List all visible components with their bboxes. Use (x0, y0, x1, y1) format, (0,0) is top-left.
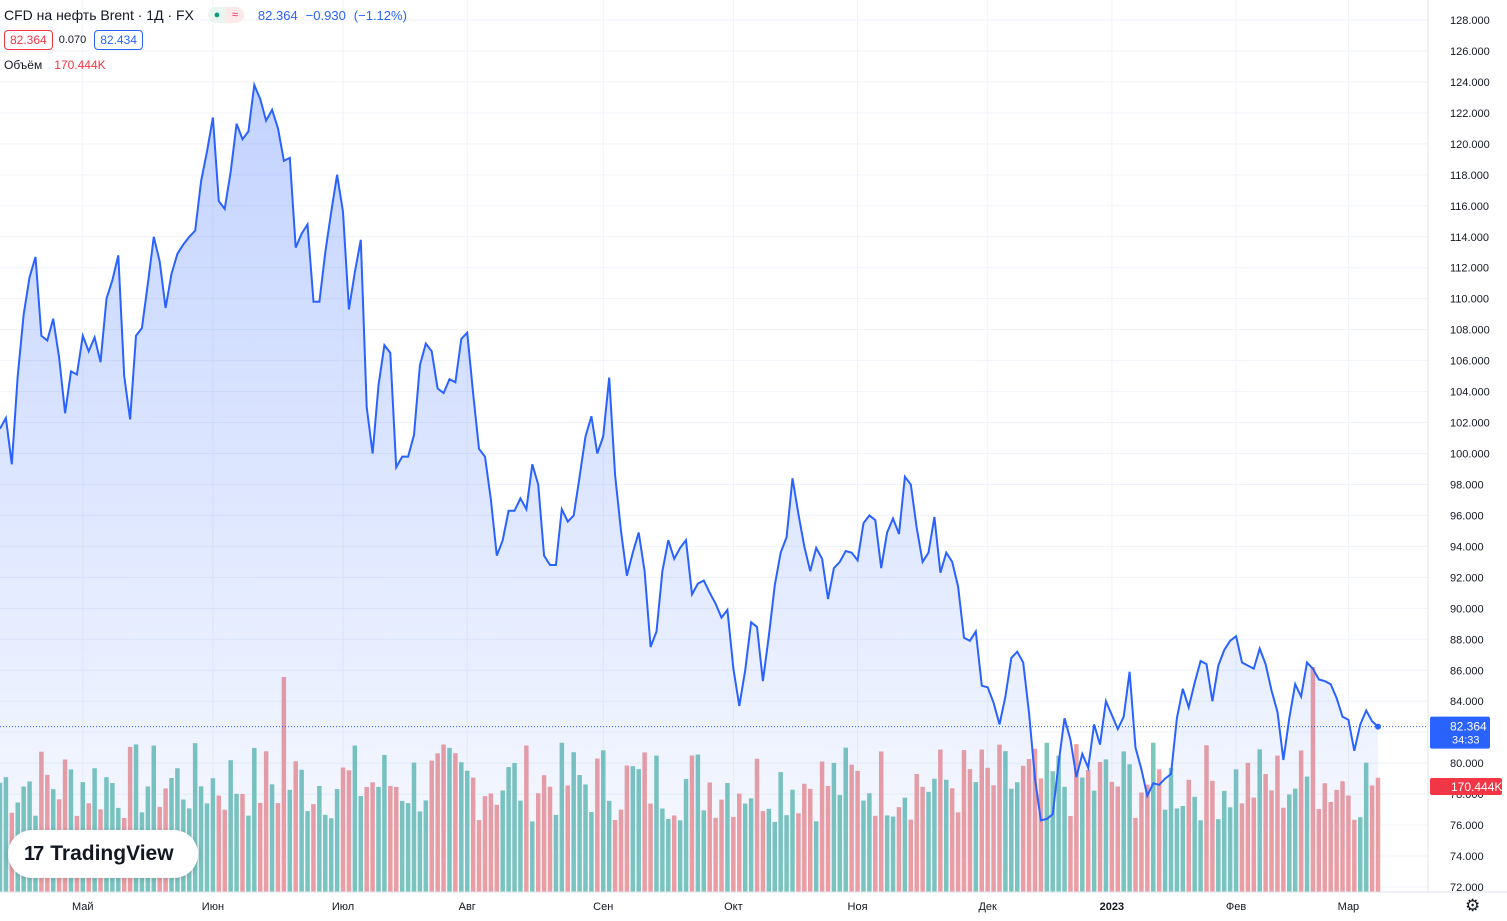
price-tag: 82.364 34:33 (1430, 716, 1490, 749)
price-tick-label: 126.000 (1450, 46, 1490, 58)
tradingview-logo-text: TradingView (50, 842, 174, 865)
time-tick-label: Июл (332, 901, 354, 913)
time-tick-label: Июн (202, 901, 224, 913)
price-tick-label: 106.000 (1450, 356, 1490, 368)
price-tick-label: 98.000 (1450, 479, 1484, 491)
price-tick-label: 74.000 (1450, 851, 1484, 863)
time-tick-label: Фев (1226, 901, 1246, 913)
volume-tag-value: 170.444K (1451, 780, 1502, 794)
price-tick-label: 108.000 (1450, 325, 1490, 337)
price-tick-label: 86.000 (1450, 665, 1484, 677)
price-tick-label: 104.000 (1450, 387, 1490, 399)
price-tick-label: 112.000 (1450, 263, 1489, 275)
last-price-dot (1375, 723, 1381, 730)
price-line (0, 81, 1379, 822)
time-tick-label: Сен (593, 901, 613, 913)
price-tick-label: 96.000 (1450, 510, 1484, 522)
time-tick-label: Окт (724, 901, 743, 913)
price-tick-label: 128.000 (1450, 15, 1490, 27)
time-tick-label: Авг (459, 901, 476, 913)
tradingview-logo[interactable]: 17 TradingView (8, 830, 198, 878)
price-tick-label: 92.000 (1450, 572, 1484, 584)
price-tick-label: 72.000 (1450, 882, 1484, 894)
symbol-title[interactable]: CFD на нефть Brent · 1Д · FX (4, 7, 194, 23)
price-tick-label: 102.000 (1450, 418, 1490, 430)
buy-price-button[interactable]: 82.434 (94, 30, 143, 50)
price-tick-label: 90.000 (1450, 603, 1484, 615)
price-tick-label: 120.000 (1450, 139, 1490, 151)
chart-legend: CFD на нефть Brent · 1Д · FX ● ≈ 82.364 … (4, 4, 415, 76)
volume-value: 170.444K (54, 58, 106, 72)
price-axis[interactable]: 128.000 126.000 124.000 122.000 120.000 118.0… (1450, 15, 1490, 894)
price-tick-label: 110.000 (1450, 294, 1489, 306)
time-tick-label: Мар (1338, 901, 1360, 913)
time-tick-label: Май (72, 901, 94, 913)
price-tick-label: 100.000 (1450, 449, 1490, 461)
volume-label[interactable]: Объём (4, 58, 43, 72)
volume-tag: 170.444K (1430, 778, 1502, 795)
price-area-fill (0, 85, 1378, 892)
price-tag-value: 82.364 (1450, 720, 1487, 734)
price-tick-label: 122.000 (1450, 108, 1490, 120)
last-price: 82.364 (257, 7, 298, 23)
tradingview-logo-icon: 17 (24, 842, 44, 865)
time-tick-label: Ноя (848, 901, 868, 913)
delayed-data-icon: ≈ (225, 7, 244, 23)
price-tick-label: 124.000 (1450, 77, 1490, 89)
time-tick-label: 2023 (1100, 901, 1124, 913)
price-change-percent: (−1.12%) (353, 7, 407, 23)
price-tick-label: 76.000 (1450, 820, 1484, 832)
price-change: −0.930 (305, 7, 346, 23)
price-tag-countdown: 34:33 (1452, 735, 1480, 747)
market-open-icon: ● (207, 7, 226, 23)
spread-value: 0.070 (58, 34, 87, 46)
price-tick-label: 94.000 (1450, 541, 1484, 553)
market-status-pill[interactable]: ● ≈ (207, 7, 244, 23)
price-tick-label: 80.000 (1450, 758, 1484, 770)
sell-price-button[interactable]: 82.364 (4, 30, 53, 50)
price-tick-label: 116.000 (1450, 201, 1489, 213)
volume-bar (1044, 742, 1050, 892)
time-tick-label: Дек (978, 901, 997, 913)
time-axis[interactable]: Май Июн Июл Авг Сен Окт Ноя Дек 2023 Фев Мар (72, 901, 1359, 913)
price-tick-label: 114.000 (1450, 232, 1489, 244)
price-tick-label: 88.000 (1450, 634, 1484, 646)
price-tick-label: 84.000 (1450, 696, 1484, 708)
price-tick-label: 118.000 (1450, 170, 1489, 182)
gear-icon[interactable]: ⚙ (1465, 896, 1481, 915)
